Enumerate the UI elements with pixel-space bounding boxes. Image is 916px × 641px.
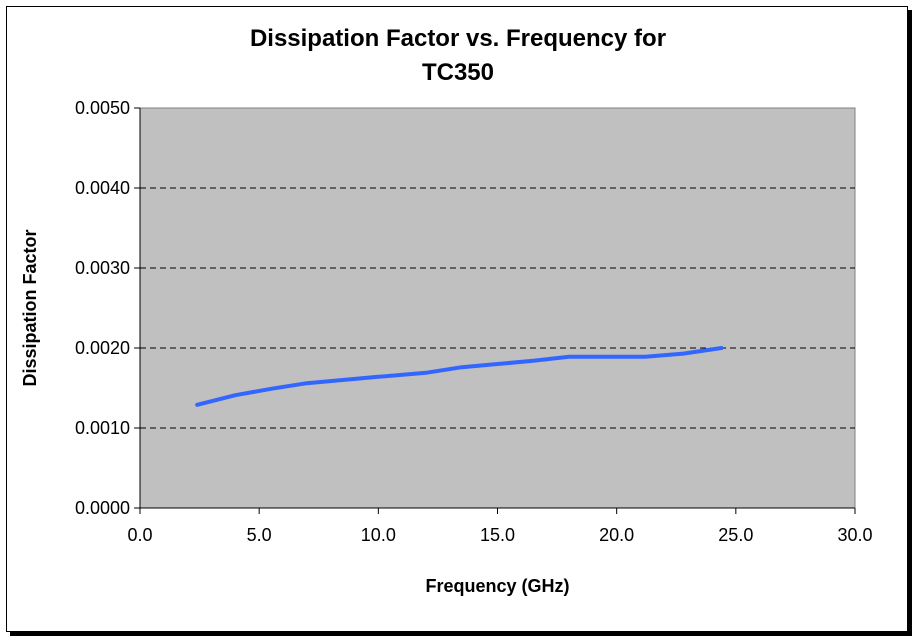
x-tick-label: 20.0 [599,525,634,545]
y-tick-label: 0.0000 [75,498,130,518]
chart-title: Dissipation Factor vs. Frequency for TC3… [0,22,916,90]
x-tick-label: 25.0 [718,525,753,545]
x-axis-title: Frequency (GHz) [425,576,569,596]
y-tick-label: 0.0050 [75,98,130,118]
gridlines [140,187,855,429]
y-tick-labels: 0.0000 0.0010 0.0020 0.0030 0.0040 0.0050 [75,98,140,518]
series-line [195,346,724,407]
y-tick-label: 0.0010 [75,418,130,438]
chart-title-line-2: TC350 [421,59,495,86]
x-tick-label: 15.0 [480,525,515,545]
x-tick-labels: 0.0 5.0 10.0 15.0 20.0 25.0 30.0 [127,508,873,545]
x-tick-label: 30.0 [837,525,872,545]
y-tick-label: 0.0030 [75,258,130,278]
y-tick-label: 0.0020 [75,338,130,358]
plot-area [139,107,856,509]
series-group [195,346,724,407]
chart-title-line-1: Dissipation Factor vs. Frequency for [249,25,667,52]
x-tick-label: 0.0 [127,525,152,545]
y-tick-label: 0.0040 [75,178,130,198]
y-axis-title: Dissipation Factor [20,229,40,386]
x-tick-label: 5.0 [247,525,272,545]
x-tick-label: 10.0 [361,525,396,545]
